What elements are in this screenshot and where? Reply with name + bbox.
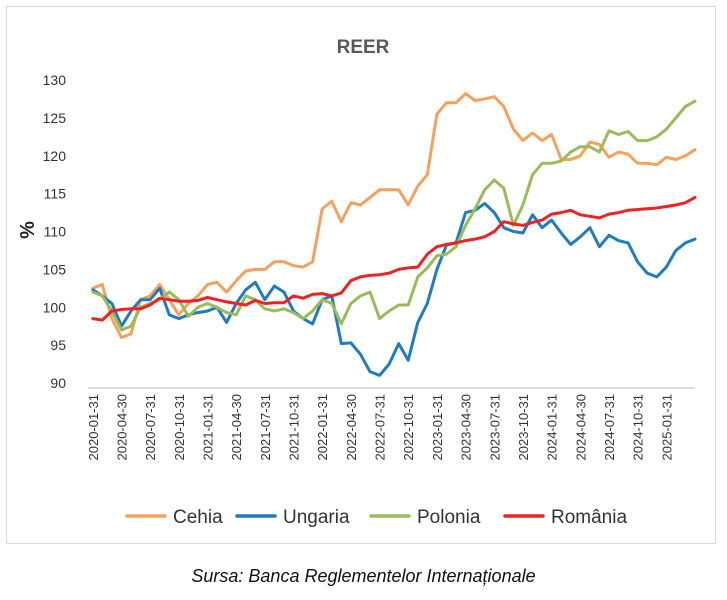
y-tick-label: 130 [43,72,67,88]
x-tick-label: 2020-01-31 [86,394,101,461]
x-tick-label: 2024-04-30 [573,394,588,461]
x-tick-label: 2022-04-30 [344,394,359,461]
x-tick-label: 2022-01-31 [315,394,330,461]
x-tick-label: 2024-01-31 [545,394,560,461]
x-tick-label: 2020-04-30 [114,394,129,461]
series-line-ungaria [91,202,697,377]
reer-line-chart: REER% 90 95 100 105 110 115 120 125 130 2020-01-31… [17,37,697,528]
x-tick-label: 2021-04-30 [229,394,244,461]
y-tick-label: 125 [43,110,67,126]
y-axis-label: % [17,221,39,239]
x-tick-label: 2021-01-31 [200,394,215,461]
legend-label: Ungaria [283,507,350,528]
y-tick-label: 115 [44,186,67,202]
x-tick-label: 2023-10-31 [516,394,531,461]
x-tick-label: 2021-07-31 [258,394,273,461]
x-tick-label: 2023-07-31 [487,394,502,461]
chart-title: REER [337,37,390,58]
x-tick-label: 2022-07-31 [373,394,388,461]
x-tick-label: 2023-04-30 [459,394,474,461]
legend-label: Cehia [173,507,223,528]
source-caption: Sursa: Banca Reglementelor Internațional… [191,566,536,586]
x-tick-label: 2024-07-31 [602,394,617,461]
legend-label: România [551,507,627,528]
y-tick-label: 90 [50,375,66,391]
x-tick-label: 2020-07-31 [143,394,158,461]
y-tick-label: 110 [44,224,67,240]
x-tick-label: 2021-10-31 [287,394,302,461]
x-tick-label: 2023-01-31 [430,394,445,461]
x-tick-label: 2020-10-31 [172,394,187,461]
x-tick-label: 2024-10-31 [631,394,646,461]
chart-frame [6,6,716,544]
series-line-rom-nia [91,195,697,322]
y-tick-label: 105 [43,261,67,277]
y-tick-label: 100 [43,299,67,315]
series-line-polonia [91,99,697,332]
y-tick-label: 95 [50,337,66,353]
legend-label: Polonia [417,507,481,528]
x-tick-label: 2025-01-31 [659,394,674,461]
y-tick-label: 120 [43,148,67,164]
x-tick-label: 2022-10-31 [401,394,416,461]
